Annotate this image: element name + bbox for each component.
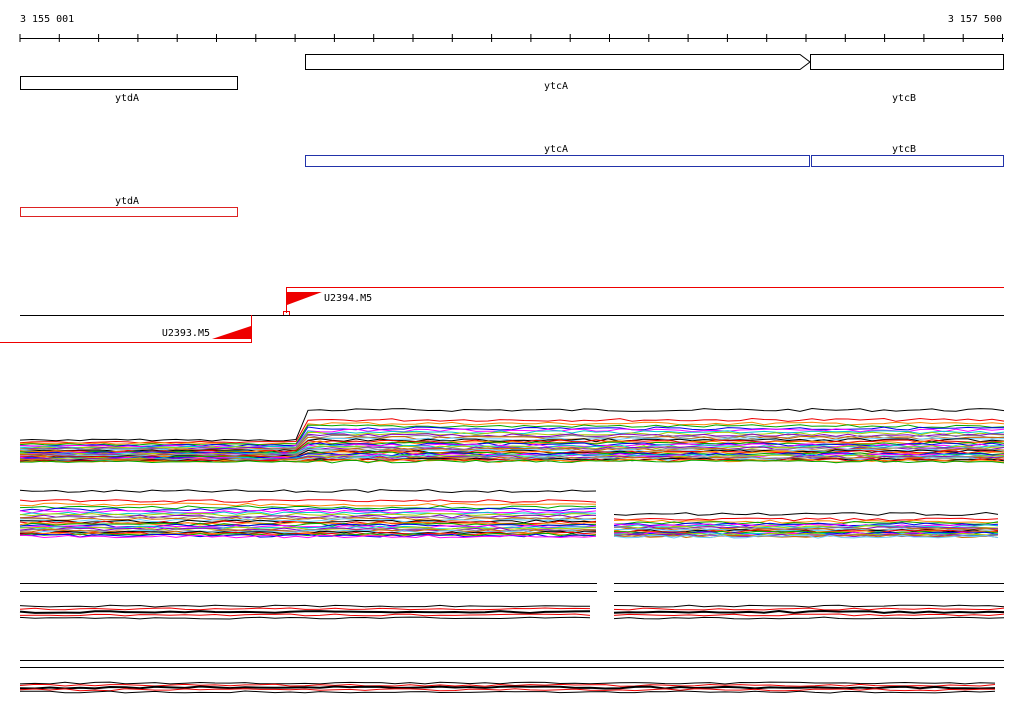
trace	[19, 681, 996, 685]
trace	[613, 520, 999, 525]
trace	[19, 435, 1005, 452]
trace	[19, 505, 597, 510]
rna-box	[20, 207, 238, 217]
trace	[19, 616, 591, 620]
trace	[19, 610, 591, 615]
expression-traces	[19, 407, 1005, 694]
trace	[19, 683, 996, 687]
trace	[19, 440, 1005, 454]
probe-label: U2393.M5	[162, 328, 210, 339]
probe-flag	[287, 292, 322, 305]
trace	[19, 528, 597, 534]
cds-label: ytcB	[892, 144, 916, 155]
trace	[19, 499, 597, 504]
trace	[19, 407, 1005, 442]
trace	[19, 512, 597, 517]
trace	[19, 613, 591, 617]
cds-track	[305, 155, 1004, 167]
trace	[19, 685, 996, 690]
trace	[613, 604, 1005, 608]
rna-label: ytdA	[115, 196, 139, 207]
gene-box	[810, 54, 1004, 70]
trace	[19, 690, 996, 694]
cds-box	[811, 155, 1004, 167]
trace	[19, 519, 597, 524]
trace	[613, 526, 999, 531]
trace	[613, 534, 999, 539]
trace	[19, 509, 597, 514]
gene-track	[20, 54, 1004, 90]
trace	[19, 431, 1005, 450]
ruler-start: 3 155 001	[20, 14, 74, 25]
cds-box	[305, 155, 810, 167]
trace	[613, 613, 1005, 617]
trace	[613, 616, 1005, 620]
trace	[19, 417, 1005, 444]
gene-arrow	[305, 54, 811, 70]
trace	[613, 517, 999, 522]
trace	[613, 523, 999, 528]
trace	[19, 534, 597, 539]
cds-label: ytcA	[544, 144, 568, 155]
trace	[19, 517, 597, 522]
trace	[19, 489, 597, 494]
trace	[19, 447, 1005, 457]
ruler-end: 3 157 500	[948, 14, 1002, 25]
trace	[19, 502, 597, 507]
trace	[19, 458, 1005, 463]
trace	[613, 607, 1005, 611]
trace	[613, 609, 1005, 614]
trace	[19, 607, 591, 611]
trace	[19, 442, 1005, 455]
ruler-ticks	[19, 34, 1003, 42]
trace	[19, 604, 590, 608]
gene-label: ytcB	[892, 93, 916, 104]
trace	[19, 533, 597, 538]
gene-box	[20, 76, 238, 90]
trace	[19, 688, 995, 692]
trace	[19, 421, 1005, 445]
probe-flag	[212, 326, 251, 339]
trace	[19, 521, 596, 526]
trace	[613, 511, 999, 516]
ruler	[19, 34, 1004, 42]
gene-label: ytcA	[544, 81, 568, 92]
trace	[19, 507, 597, 512]
trace	[613, 531, 999, 535]
probe-track	[0, 287, 1004, 343]
trace	[19, 532, 597, 537]
probe-label: U2394.M5	[324, 293, 372, 304]
trace	[19, 449, 1005, 458]
trace	[614, 534, 999, 539]
trace	[19, 459, 1005, 464]
gene-label: ytdA	[115, 93, 139, 104]
